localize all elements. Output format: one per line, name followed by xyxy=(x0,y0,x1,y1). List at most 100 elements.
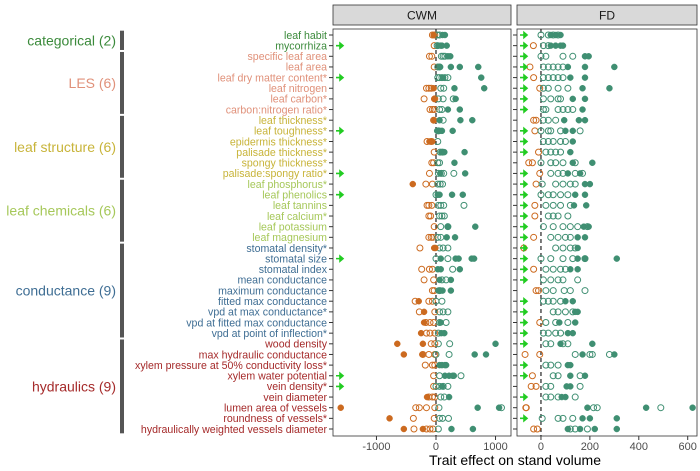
data-point-filled xyxy=(477,74,485,81)
data-point-open xyxy=(421,361,429,369)
data-point-open xyxy=(586,350,594,358)
data-point-open xyxy=(532,287,540,295)
data-point-filled xyxy=(567,74,574,81)
data-point-filled xyxy=(438,383,446,390)
data-point-open xyxy=(440,201,448,209)
arrow-icon xyxy=(520,41,529,50)
data-point-open xyxy=(439,180,447,188)
data-point-filled xyxy=(480,84,488,92)
data-point-open xyxy=(434,425,442,433)
arrow-icon xyxy=(520,254,529,263)
data-point-filled xyxy=(581,95,589,103)
data-point-open xyxy=(525,159,533,167)
data-point-open xyxy=(574,276,582,284)
data-point-open xyxy=(542,148,550,156)
data-point-open xyxy=(549,223,557,231)
data-point-open xyxy=(438,212,446,220)
data-point-open xyxy=(564,340,572,348)
trait-label: stomatal size xyxy=(265,253,327,265)
data-point-open xyxy=(549,201,557,209)
data-point-open xyxy=(559,276,567,284)
trait-label: xylem pressure at 50% conductivity loss* xyxy=(135,360,327,372)
data-point-open xyxy=(426,106,434,114)
data-point-open xyxy=(542,106,550,114)
data-point-open xyxy=(581,287,589,295)
data-point-open xyxy=(422,84,430,92)
data-point-filled xyxy=(451,159,458,167)
trait-label: leaf toughness* xyxy=(254,126,327,138)
data-point-open xyxy=(557,191,565,199)
data-point-open xyxy=(436,414,444,422)
data-point-open xyxy=(436,159,444,167)
data-point-open xyxy=(542,287,550,295)
data-point-open xyxy=(528,372,536,380)
data-point-open xyxy=(559,106,567,114)
data-point-open xyxy=(571,180,579,188)
data-point-open xyxy=(547,255,555,263)
data-point-filled xyxy=(567,372,574,380)
trait-label: leaf thickness* xyxy=(259,115,327,127)
data-point-filled xyxy=(564,425,572,433)
data-point-filled xyxy=(445,393,453,401)
data-point-open xyxy=(539,223,547,231)
data-point-open xyxy=(430,223,438,231)
data-point-open xyxy=(432,350,440,358)
data-point-filled xyxy=(444,223,452,230)
data-point-filled xyxy=(569,297,577,305)
data-point-filled xyxy=(430,116,438,124)
data-point-open xyxy=(436,212,444,220)
data-point-filled xyxy=(581,116,589,124)
data-point-open xyxy=(538,180,546,188)
data-point-filled xyxy=(430,95,438,103)
data-point-open xyxy=(531,201,539,209)
data-point-filled xyxy=(576,425,584,433)
data-point-open xyxy=(425,52,433,60)
data-point-open xyxy=(559,74,567,82)
panel-title: FD xyxy=(599,9,615,23)
data-point-filled xyxy=(394,340,401,348)
arrow-icon xyxy=(520,52,529,61)
data-point-open xyxy=(564,212,572,220)
data-point-filled xyxy=(470,255,478,262)
data-point-open xyxy=(547,276,555,284)
data-point-open xyxy=(428,297,436,305)
data-point-open xyxy=(544,116,552,124)
data-point-filled xyxy=(469,116,476,124)
data-point-filled xyxy=(436,170,444,177)
arrow-icon xyxy=(336,126,345,136)
data-point-open xyxy=(426,425,434,433)
data-point-filled xyxy=(579,415,586,422)
trait-label: leaf area xyxy=(286,62,327,74)
data-point-filled xyxy=(591,425,599,433)
panel-strip xyxy=(516,4,698,26)
data-point-open xyxy=(544,191,552,199)
data-point-filled xyxy=(574,308,581,316)
panel-cwm: CWM -1000 0 1000 xyxy=(332,4,512,453)
group-label: conductance (9) xyxy=(16,283,116,299)
data-point-open xyxy=(564,191,572,199)
data-point-open xyxy=(544,74,552,82)
data-point-filled xyxy=(450,372,458,380)
data-point-filled xyxy=(589,159,596,167)
data-point-open xyxy=(446,340,454,348)
arrow-icon xyxy=(520,371,529,380)
data-point-open xyxy=(544,297,552,305)
data-point-open xyxy=(537,191,545,199)
data-point-filled xyxy=(430,31,437,39)
data-point-open xyxy=(549,137,557,145)
arrow-icon xyxy=(520,126,529,136)
data-point-open xyxy=(554,106,562,114)
data-point-open xyxy=(538,414,546,422)
data-point-open xyxy=(429,425,437,433)
arrow-icon xyxy=(520,360,529,370)
data-point-filled xyxy=(437,319,445,326)
data-point-filled xyxy=(564,170,572,177)
data-point-open xyxy=(439,244,447,252)
data-point-filled xyxy=(495,404,503,411)
data-point-open xyxy=(561,233,569,241)
data-point-open xyxy=(430,414,438,422)
data-point-open xyxy=(566,244,574,252)
data-point-open xyxy=(557,201,565,209)
data-point-open xyxy=(415,404,423,412)
data-point-filled xyxy=(567,148,574,156)
